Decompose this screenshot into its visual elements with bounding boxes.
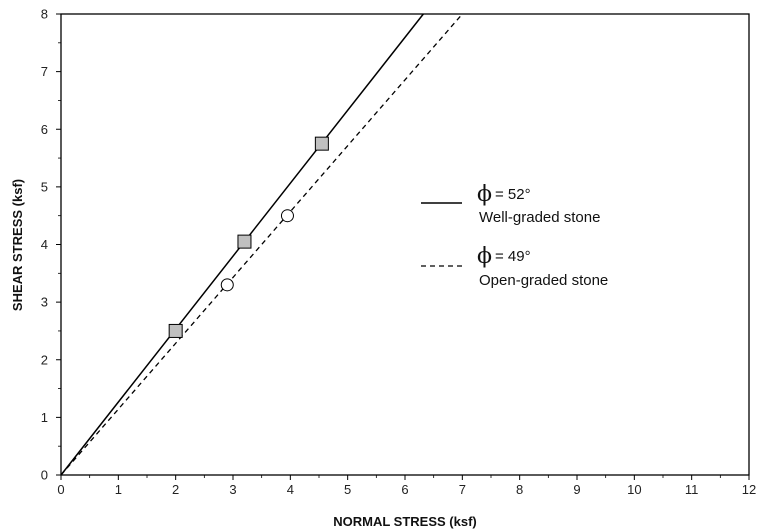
x-tick-label: 1 [115,482,122,497]
x-tick-label: 2 [172,482,179,497]
legend-phi-symbol-2: ϕ [477,244,492,269]
legend-phi-symbol-1: ϕ [477,182,492,207]
legend-label-1: Well-graded stone [479,209,600,226]
axes [60,13,750,476]
square-marker [168,323,183,338]
circle-marker [280,209,294,223]
legend-phi-value-2: = 49° [495,248,531,265]
x-tick-label: 10 [627,482,641,497]
circle-marker [220,278,234,292]
x-axis-title: NORMAL STRESS (ksf) [333,514,477,529]
y-axis-ticks: 0 1 2 3 4 5 6 7 8 [41,7,61,483]
x-tick-label: 6 [401,482,408,497]
x-tick-label: 11 [685,482,699,497]
plot-frame [60,13,750,476]
x-tick-label: 0 [57,482,64,497]
x-tick-label: 5 [344,482,351,497]
fit-line-dashed [60,13,463,476]
legend-label-2: Open-graded stone [479,272,608,289]
x-tick-label: 3 [229,482,236,497]
y-tick-label: 3 [41,295,48,310]
y-tick-label: 2 [41,352,48,367]
x-tick-label: 7 [459,482,466,497]
square-marker [314,136,329,151]
y-axis-title: SHEAR STRESS (ksf) [10,179,25,311]
y-tick-label: 8 [41,7,48,22]
y-tick-label: 7 [41,64,48,79]
y-tick-label: 0 [41,468,48,483]
x-tick-label: 8 [516,482,523,497]
x-tick-label: 4 [287,482,294,497]
legend-phi-value-1: = 52° [495,186,531,203]
y-tick-label: 1 [41,410,48,425]
fit-lines [60,13,463,476]
y-tick-label: 6 [41,122,48,137]
x-tick-label: 12 [742,482,756,497]
x-axis-ticks: 0 1 2 3 4 5 6 7 8 9 10 11 12 [57,475,756,497]
y-tick-label: 4 [41,237,48,252]
legend: ϕ = 52° Well-graded stone ϕ = 49° Open-g… [421,182,608,289]
x-tick-label: 9 [573,482,580,497]
data-markers [168,136,329,338]
square-marker [237,234,252,249]
y-tick-label: 5 [41,179,48,194]
